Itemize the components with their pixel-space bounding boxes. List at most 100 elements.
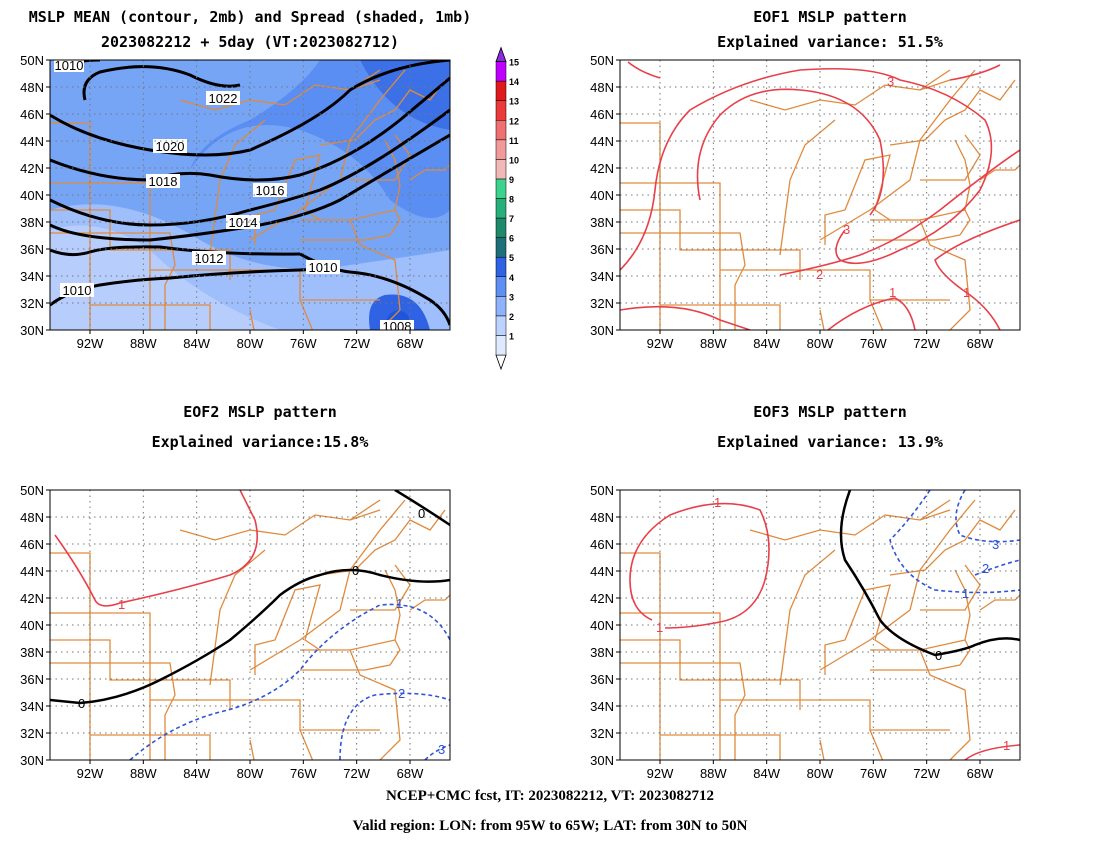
contour-label: 1 <box>396 596 403 611</box>
lat-tick-label: 50N <box>20 53 44 68</box>
contour-label: 1 <box>656 620 663 635</box>
footer-forecast-info: NCEP+CMC fcst, IT: 2023082212, VT: 20230… <box>385 788 715 804</box>
contour-label: 1 <box>118 597 125 612</box>
contour-label: 1012 <box>195 251 224 266</box>
lat-tick-label: 40N <box>20 188 44 203</box>
lat-tick-label: 46N <box>20 537 44 552</box>
lon-tick-label: 92W <box>77 336 104 351</box>
colorbar-swatch <box>495 296 507 317</box>
lat-tick-label: 50N <box>20 483 44 498</box>
panel-eof1: EOF1 MSLP pattern Explained variance: 51… <box>590 8 1021 351</box>
colorbar-swatch <box>495 256 507 277</box>
lat-tick-label: 32N <box>20 296 44 311</box>
colorbar-label: 8 <box>509 195 514 205</box>
contour-label: 0 <box>78 696 85 711</box>
lon-tick-label: 84W <box>753 336 780 351</box>
footer-valid-region: Valid region: LON: from 95W to 65W; LAT:… <box>352 818 748 834</box>
spread-shading-dark <box>360 60 450 130</box>
colorbar-swatch <box>495 198 507 219</box>
colorbar-swatch <box>495 217 507 238</box>
colorbar-swatch <box>495 237 507 258</box>
lon-tick-label: 84W <box>183 336 210 351</box>
longitude-axis: 92W 88W 84W 80W 76W 72W 68W <box>77 330 424 351</box>
contour-label: 1016 <box>256 183 285 198</box>
lat-tick-label: 30N <box>590 753 614 768</box>
panel-eof2-subtitle: Explained variance:15.8% <box>152 433 369 451</box>
contour-label: 0 <box>352 563 359 578</box>
lon-tick-label: 80W <box>237 336 264 351</box>
contour-label: 2 <box>398 686 405 701</box>
lat-tick-label: 48N <box>20 510 44 525</box>
spread-shading-mid <box>190 60 450 218</box>
lat-tick-label: 48N <box>20 80 44 95</box>
panel-eof3-subtitle: Explained variance: 13.9% <box>717 433 943 451</box>
lon-tick-label: 88W <box>700 336 727 351</box>
colorbar-label: 10 <box>509 155 519 165</box>
lon-tick-label: 76W <box>290 336 317 351</box>
colorbar-label: 4 <box>509 273 514 283</box>
lat-tick-label: 34N <box>590 269 614 284</box>
lat-tick-label: 42N <box>20 161 44 176</box>
panel-eof3: EOF3 MSLP pattern Explained variance: 13… <box>590 403 1021 781</box>
lat-tick-label: 36N <box>20 242 44 257</box>
lat-tick-label: 42N <box>20 591 44 606</box>
lat-tick-label: 38N <box>590 645 614 660</box>
panel-mslp-mean-subtitle: 2023082212 + 5day (VT:2023082712) <box>101 33 399 51</box>
lon-tick-label: 80W <box>807 336 834 351</box>
lat-tick-label: 50N <box>590 483 614 498</box>
colorbar-swatch <box>495 335 507 356</box>
lon-tick-label: 72W <box>343 766 370 781</box>
contour-label: 3 <box>843 222 850 237</box>
lon-tick-label: 76W <box>860 766 887 781</box>
grid-lines <box>620 490 1020 760</box>
contour-label: 2 <box>816 267 823 282</box>
eof1-contours <box>620 61 1020 330</box>
lon-tick-label: 76W <box>290 766 317 781</box>
panel-eof1-title: EOF1 MSLP pattern <box>753 8 907 26</box>
lat-tick-label: 50N <box>590 53 614 68</box>
contour-label: 1020 <box>156 139 185 154</box>
lat-tick-label: 30N <box>590 323 614 338</box>
colorbar-label: 14 <box>509 77 519 87</box>
colorbar-swatch <box>495 159 507 180</box>
eof1-contour-labels: 3 3 2 1 1 <box>816 74 970 300</box>
contour-label: 3 <box>992 537 999 552</box>
latitude-axis: 30N 32N 34N 36N 38N 40N 42N 44N 46N 48N 50N <box>20 483 50 768</box>
lon-tick-label: 68W <box>967 336 994 351</box>
colorbar-label: 13 <box>509 97 519 107</box>
lon-tick-label: 68W <box>967 766 994 781</box>
lat-tick-label: 42N <box>590 161 614 176</box>
colorbar-label: 12 <box>509 116 519 126</box>
lat-tick-label: 36N <box>20 672 44 687</box>
colorbar-label: 15 <box>509 58 519 68</box>
lat-tick-label: 34N <box>20 699 44 714</box>
panel-eof2-title: EOF2 MSLP pattern <box>183 403 337 421</box>
eof3-contour-labels: 1 1 0 1 2 3 1 <box>656 495 1010 753</box>
lat-tick-label: 42N <box>590 591 614 606</box>
lon-tick-label: 84W <box>183 766 210 781</box>
colorbar-label: 2 <box>509 312 514 322</box>
lat-tick-label: 48N <box>590 510 614 525</box>
colorbar-swatch <box>495 315 507 336</box>
contour-label: 1010 <box>63 283 92 298</box>
lon-tick-label: 72W <box>913 336 940 351</box>
lon-tick-label: 80W <box>237 766 264 781</box>
lon-tick-label: 68W <box>397 766 424 781</box>
latitude-axis: 30N 32N 34N 36N 38N 40N 42N 44N 46N 48N 50N <box>590 483 620 768</box>
colorbar-max-arrow <box>495 46 507 62</box>
eof2-contours <box>50 490 450 760</box>
contour-label: 1 <box>889 285 896 300</box>
mslp-contour-labels: 1010 1022 1020 1018 1016 1014 1012 1010 … <box>54 60 414 330</box>
lat-tick-label: 32N <box>590 726 614 741</box>
colorbar-label: 7 <box>509 214 514 224</box>
lat-tick-label: 44N <box>590 134 614 149</box>
contour-label: 1 <box>714 495 721 510</box>
lat-tick-label: 48N <box>590 80 614 95</box>
lon-tick-label: 72W <box>343 336 370 351</box>
lat-tick-label: 38N <box>20 215 44 230</box>
lon-tick-label: 68W <box>397 336 424 351</box>
contour-label: 2 <box>982 561 989 576</box>
longitude-axis: 92W 88W 84W 80W 76W 72W 68W <box>647 760 994 781</box>
